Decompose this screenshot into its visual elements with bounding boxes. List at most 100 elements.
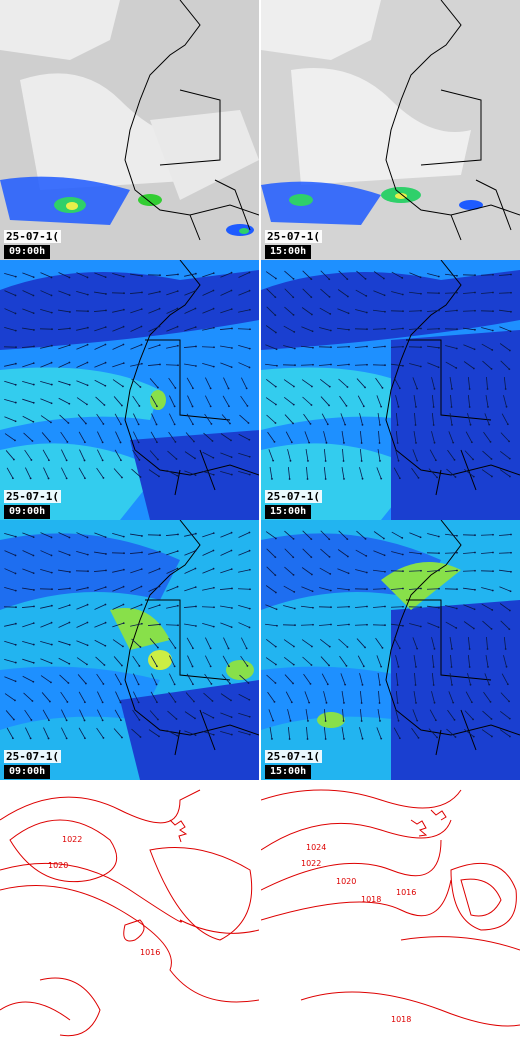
wind-arrow: [76, 380, 88, 386]
wind-arrow-head: [453, 718, 456, 721]
wind-arrow: [93, 570, 107, 572]
wind-arrow-head: [433, 647, 436, 650]
wind-arrow: [40, 658, 52, 664]
wind-arrow-head: [310, 385, 313, 388]
wind-arrow-head: [510, 533, 512, 536]
wind-arrow: [408, 570, 422, 572]
wind-arrow-head: [310, 645, 313, 648]
wind-arrow: [22, 550, 34, 556]
wind-arrow: [42, 449, 50, 461]
wind-arrow-head: [384, 624, 386, 627]
wind-arrow-head: [122, 275, 125, 278]
wind-arrow: [150, 691, 158, 703]
wind-arrow: [503, 655, 507, 667]
wind-arrow: [223, 637, 229, 649]
wind-arrow: [148, 729, 160, 737]
wind-arrow-head: [50, 311, 53, 314]
wind-arrow-head: [248, 626, 251, 629]
wind-arrow-head: [360, 460, 363, 462]
wind-arrow-head: [381, 646, 384, 649]
wind-arrow-head: [14, 589, 17, 592]
wind-arrow: [431, 377, 435, 389]
wind-arrow-head: [273, 440, 276, 443]
wind-arrow: [94, 586, 106, 592]
wind-arrow-head: [230, 626, 233, 629]
wind-arrow-head: [121, 664, 123, 667]
wind-arrow-head: [384, 345, 386, 348]
wind-arrow-head: [155, 423, 158, 426]
wind-arrow: [372, 569, 386, 573]
wind-arrow-head: [14, 383, 17, 386]
wind-arrow-head: [65, 737, 68, 740]
wind-arrow: [463, 344, 475, 350]
wind-arrow-head: [474, 291, 476, 294]
wind-arrow-head: [468, 388, 471, 390]
wind-arrow: [4, 568, 16, 574]
wind-arrow: [408, 328, 422, 330]
wind-arrow-head: [194, 532, 197, 535]
wind-arrow: [377, 709, 381, 721]
wind-arrow-head: [68, 361, 71, 364]
wind-arrow-head: [68, 276, 71, 279]
wind-arrow: [501, 413, 509, 425]
wind-arrow-head: [158, 735, 160, 738]
wind-arrow: [395, 395, 399, 407]
wind-arrow: [4, 533, 16, 537]
wind-arrow-head: [345, 664, 348, 667]
wind-arrow-head: [139, 476, 142, 478]
wind-arrow: [166, 586, 178, 592]
wind-arrow: [356, 270, 366, 280]
wind-arrow-head: [230, 308, 233, 311]
wind-arrow: [4, 693, 16, 701]
wind-arrow: [43, 727, 49, 739]
wind-arrow-head: [141, 551, 143, 554]
wind-arrow-head: [308, 441, 311, 444]
wind-arrow-head: [509, 590, 512, 593]
wind-arrow: [265, 604, 277, 610]
wind-arrow-head: [176, 474, 179, 477]
wind-arrow-head: [50, 571, 53, 574]
wind-arrow: [202, 568, 214, 574]
wind-arrow: [238, 452, 250, 458]
wind-arrow: [499, 343, 511, 351]
wind-arrow: [132, 449, 140, 461]
wind-arrow-head: [33, 605, 35, 608]
wind-arrow-head: [490, 368, 493, 370]
wind-arrow-head: [509, 330, 512, 333]
wind-arrow: [112, 639, 124, 647]
wind-arrow-head: [365, 295, 368, 297]
wind-arrow: [131, 638, 141, 648]
wind-arrow-head: [456, 274, 458, 277]
wind-arrow: [220, 452, 232, 458]
wind-arrow-head: [307, 460, 309, 462]
wind-arrow: [302, 396, 312, 406]
wind-arrow: [265, 657, 277, 665]
wind-arrow-head: [379, 424, 381, 426]
wind-arrow-head: [275, 608, 278, 611]
wind-arrow: [112, 344, 124, 350]
wind-arrow: [22, 272, 34, 278]
wind-arrow: [481, 729, 493, 737]
wind-arrow: [319, 567, 331, 575]
wind-arrow: [184, 730, 196, 736]
wind-arrow-head: [50, 344, 53, 347]
wind-arrow-head: [366, 605, 368, 608]
wind-arrow: [498, 292, 512, 294]
wind-arrow: [60, 691, 68, 703]
wind-arrow-head: [66, 441, 69, 443]
wind-arrow: [372, 328, 386, 330]
wind-arrow-head: [454, 736, 457, 738]
wind-arrow-head: [50, 681, 52, 684]
wind-arrow: [22, 415, 34, 423]
wind-arrow: [149, 378, 159, 388]
wind-arrow: [465, 691, 473, 703]
wind-arrow-head: [310, 296, 313, 299]
wind-arrow: [151, 413, 157, 425]
wind-arrow: [219, 588, 233, 590]
wind-arrow: [372, 309, 386, 313]
wind-arrow: [481, 343, 493, 351]
wind-arrow-head: [14, 643, 17, 646]
wind-arrow: [168, 691, 176, 703]
wind-arrow-head: [157, 458, 159, 461]
wind-arrow: [168, 413, 176, 425]
